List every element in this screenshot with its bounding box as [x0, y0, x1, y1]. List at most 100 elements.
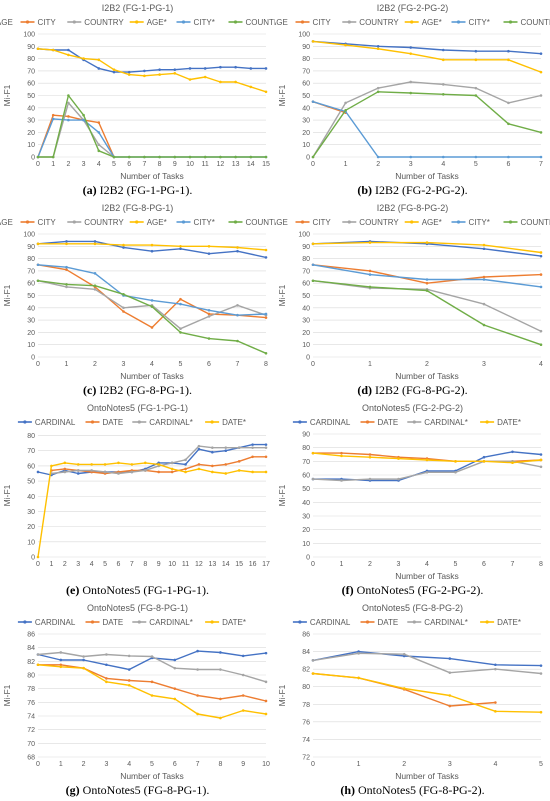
x-tick-label: 5: [179, 361, 183, 368]
data-point: [494, 701, 497, 704]
data-point: [539, 254, 543, 258]
data-point: [197, 444, 201, 448]
series-cardinal: [311, 450, 543, 482]
y-tick-label: 30: [27, 318, 35, 325]
data-point: [211, 446, 214, 449]
y-axis-title: Mi-F1: [2, 84, 12, 106]
data-point: [65, 285, 68, 289]
y-tick-label: 20: [27, 524, 35, 531]
legend-label: DATE: [378, 418, 399, 427]
series-city-star: [311, 100, 543, 159]
y-tick-label: 60: [302, 81, 310, 88]
x-tick-label: 5: [103, 561, 107, 568]
y-tick-label: 50: [302, 93, 310, 100]
series-cardinal: [311, 650, 543, 667]
x-tick-label: 4: [97, 161, 101, 168]
data-point: [93, 240, 97, 243]
data-point: [82, 113, 85, 117]
legend-entry-date: DATE: [360, 618, 398, 627]
caption-g: (g) OntoNotes5 (FG-8-PG-1).: [0, 783, 275, 798]
series-date-star: [311, 672, 543, 714]
x-tick-label: 12: [217, 161, 225, 168]
x-tick-label: 1: [344, 161, 348, 168]
series-line: [312, 40, 542, 55]
data-point: [207, 245, 211, 248]
series-line: [51, 445, 266, 475]
series-age: [36, 240, 268, 259]
data-point: [264, 316, 268, 319]
data-point: [494, 667, 497, 671]
data-point: [264, 470, 268, 474]
y-tick-label: 0: [306, 155, 310, 162]
series-line: [312, 40, 542, 73]
y-tick-label: 86: [27, 632, 35, 639]
series-line: [37, 443, 266, 476]
legend-entry-age: AGE: [275, 18, 288, 27]
x-tick-label: 5: [454, 561, 458, 568]
data-point: [36, 555, 40, 559]
data-point: [507, 49, 510, 53]
series-date-star: [311, 451, 543, 464]
data-point: [368, 285, 372, 289]
legend-marker: [23, 420, 27, 424]
legend-entry-cardinal: CARDINAL: [292, 418, 351, 427]
data-point: [264, 446, 268, 449]
series-line: [37, 118, 266, 158]
caption-e-letter: (e): [66, 583, 80, 597]
x-tick-label: 4: [425, 561, 429, 568]
legend-entry-city-star: CITY*: [176, 18, 215, 27]
data-point: [67, 115, 70, 118]
x-tick-label: 14: [222, 561, 230, 568]
legend-marker: [233, 220, 238, 224]
data-point: [173, 72, 177, 75]
data-point: [76, 472, 80, 475]
data-point: [368, 453, 372, 456]
series-city: [36, 263, 268, 329]
x-tick-label: 9: [241, 761, 245, 768]
data-point: [448, 657, 452, 660]
data-point: [441, 48, 445, 52]
series-city: [311, 263, 543, 285]
caption-c-letter: (c): [83, 383, 97, 397]
x-tick-label: 0: [36, 561, 40, 568]
legend-label: CARDINAL: [35, 418, 76, 427]
data-point: [474, 49, 478, 53]
legend-marker: [410, 220, 414, 224]
legend-label: DATE*: [497, 418, 521, 427]
chart-title: OntoNotes5 (FG-2-PG-2): [362, 403, 463, 413]
data-point: [207, 315, 211, 318]
data-point: [82, 666, 85, 670]
x-tick-label: 5: [112, 161, 116, 168]
data-point: [158, 68, 161, 71]
data-point: [409, 155, 413, 159]
y-axis-title: Mi-F1: [2, 284, 12, 306]
x-axis-title: Number of Tasks: [395, 571, 459, 581]
chart-title: OntoNotes5 (FG-8-PG-2): [362, 603, 463, 613]
chart-title: I2B2 (FG-1-PG-1): [102, 3, 174, 13]
data-point: [539, 465, 543, 469]
data-point: [97, 143, 101, 146]
data-point: [241, 694, 245, 697]
data-point: [368, 273, 372, 276]
data-point: [441, 58, 445, 62]
data-point: [539, 710, 543, 714]
x-axis-title: Number of Tasks: [120, 171, 184, 181]
panel-b: I2B2 (FG-2-PG-2) AGE CITY COUNTRY AGE* CITY* C…: [275, 0, 550, 197]
legend-marker: [135, 20, 139, 24]
y-tick-label: 40: [27, 305, 35, 312]
x-tick-label: 0: [36, 161, 40, 168]
data-point: [173, 666, 177, 670]
data-point: [251, 443, 254, 446]
x-tick-label: 0: [36, 761, 40, 768]
legend-entry-age: AGE: [275, 218, 288, 227]
legend-entry-city-star: CITY*: [451, 18, 490, 27]
x-tick-label: 3: [82, 161, 86, 168]
series-line: [37, 114, 115, 158]
y-tick-label: 70: [27, 448, 35, 455]
data-point: [130, 463, 134, 466]
data-point: [507, 155, 510, 159]
x-tick-label: 7: [511, 561, 515, 568]
data-point: [539, 453, 543, 456]
x-tick-label: 7: [236, 361, 240, 368]
caption-b-text: I2B2 (FG-2-PG-2).: [375, 183, 468, 197]
